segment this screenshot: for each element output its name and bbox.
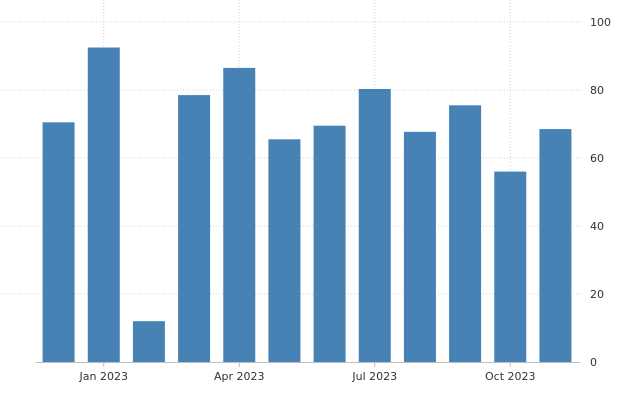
y-tick-label: 40 bbox=[590, 220, 604, 233]
y-tick-label: 20 bbox=[590, 288, 604, 301]
x-tick-label: Jan 2023 bbox=[79, 370, 128, 383]
bars-layer bbox=[42, 47, 572, 363]
bar-jan-2023 bbox=[87, 47, 120, 362]
y-tick-label: 0 bbox=[590, 356, 597, 369]
bar-aug-2023 bbox=[403, 131, 436, 362]
bar-dec-2022 bbox=[42, 122, 75, 362]
y-axis: 0 20 40 60 80 100 bbox=[590, 16, 611, 369]
bar-jul-2023 bbox=[358, 88, 391, 362]
x-tick-label: Oct 2023 bbox=[485, 370, 536, 383]
bar-mar-2023 bbox=[178, 95, 211, 362]
x-axis: Jan 2023 Apr 2023 Jul 2023 Oct 2023 bbox=[79, 362, 536, 383]
bar-jun-2023 bbox=[313, 125, 346, 362]
bar-feb-2023 bbox=[132, 321, 165, 362]
y-tick-label: 60 bbox=[590, 152, 604, 165]
bar-apr-2023 bbox=[223, 67, 256, 363]
bar-oct-2023 bbox=[494, 171, 527, 362]
y-tick-label: 100 bbox=[590, 16, 611, 29]
bar-sep-2023 bbox=[449, 105, 482, 363]
bar-nov-2023 bbox=[539, 129, 572, 362]
y-tick-label: 80 bbox=[590, 84, 604, 97]
x-tick-label: Apr 2023 bbox=[214, 370, 265, 383]
x-tick-label: Jul 2023 bbox=[351, 370, 397, 383]
bar-may-2023 bbox=[268, 139, 301, 362]
